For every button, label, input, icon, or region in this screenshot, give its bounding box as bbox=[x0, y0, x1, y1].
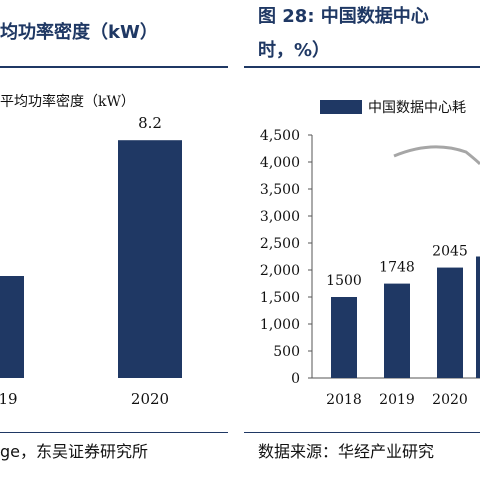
left-chart-title: 平均功率密度（kW） bbox=[0, 93, 135, 110]
right-y-tick-label-5: 2,000 bbox=[260, 263, 300, 279]
right-y-tick-label-9: 0 bbox=[291, 371, 300, 387]
right-header-rule bbox=[244, 66, 480, 68]
right-source-rule bbox=[244, 432, 480, 433]
left-bar-1 bbox=[118, 140, 182, 378]
right-line-series bbox=[393, 145, 480, 166]
left-bar-0 bbox=[0, 276, 24, 378]
right-bar-value-label-1: 1748 bbox=[379, 260, 415, 276]
right-x-tick-2: 2020 bbox=[432, 392, 468, 408]
right-x-tick-1: 2019 bbox=[379, 392, 415, 408]
right-figure-title-line1: 图 28: 中国数据中心 bbox=[258, 6, 429, 27]
right-bar-chart: 中国数据中心耗 4,500 4,000 3,500 3,000 2,500 2,000 1,… bbox=[260, 100, 480, 408]
right-y-tick-label-6: 1,500 bbox=[260, 290, 300, 306]
right-bar-1 bbox=[384, 283, 410, 378]
left-x-tick-0: 19 bbox=[0, 390, 18, 408]
right-legend-label: 中国数据中心耗 bbox=[368, 100, 466, 116]
right-y-tick-label-1: 4,000 bbox=[260, 155, 300, 171]
left-source-rule bbox=[0, 432, 228, 433]
right-y-tick-label-0: 4,500 bbox=[260, 128, 300, 144]
right-y-tick-label-3: 3,000 bbox=[260, 209, 300, 225]
left-bar-value-label-1: 8.2 bbox=[138, 114, 162, 132]
right-y-tick-label-8: 500 bbox=[273, 344, 300, 360]
right-y-tick-label-2: 3,500 bbox=[260, 182, 300, 198]
right-y-tick-label-7: 1,000 bbox=[260, 317, 300, 333]
left-header-rule bbox=[0, 66, 228, 68]
left-figure-title: 均功率密度（kW） bbox=[0, 22, 158, 43]
right-x-tick-0: 2018 bbox=[326, 392, 362, 408]
left-x-tick-1: 2020 bbox=[131, 390, 169, 408]
right-figure-panel: 图 28: 中国数据中心 时，%） 中国数据中心耗 4,500 4,000 3,50… bbox=[244, 0, 480, 480]
right-figure-title-line2: 时，%） bbox=[258, 40, 331, 61]
right-bar-0 bbox=[331, 297, 357, 378]
right-y-tick-label-4: 2,500 bbox=[260, 236, 300, 252]
right-bar-partial bbox=[476, 256, 480, 378]
right-bar-2 bbox=[437, 267, 463, 378]
right-bar-value-label-0: 1500 bbox=[326, 273, 362, 289]
right-bar-value-label-2: 2045 bbox=[432, 244, 468, 260]
right-source-note: 数据来源：华经产业研究 bbox=[258, 442, 435, 461]
right-legend-swatch bbox=[320, 100, 362, 114]
left-source-note: ge，东吴证券研究所 bbox=[0, 442, 149, 461]
